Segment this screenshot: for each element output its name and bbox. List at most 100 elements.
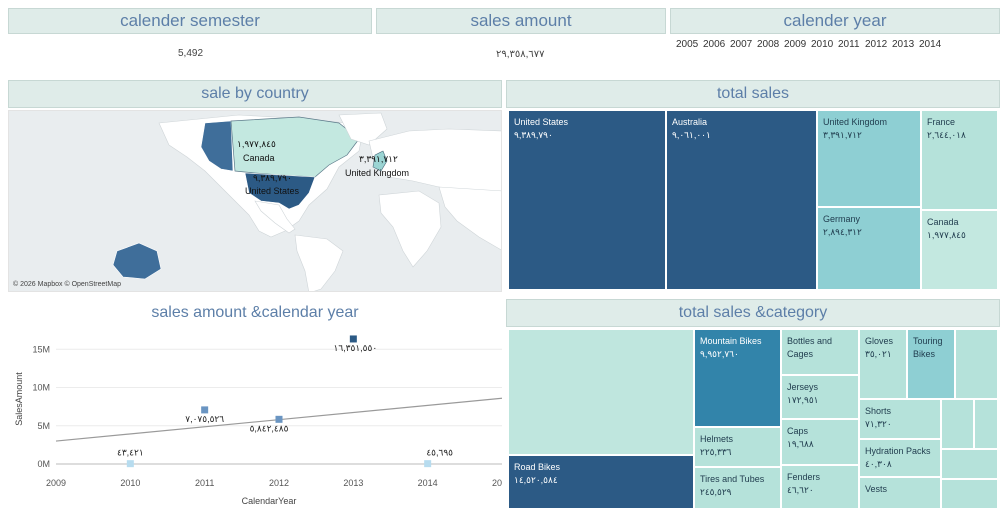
semester-header: calender semester [8,8,372,34]
year-option[interactable]: 2005 [676,39,699,50]
cell-label: Jerseys [787,382,819,392]
canada-map-name: Canada [243,153,275,163]
world-map-shapes [9,111,501,291]
year-option[interactable]: 2014 [919,39,942,50]
cell-value: ٩,٩٥٢,٧٦٠ [700,349,739,359]
year-option[interactable]: 2009 [784,39,807,50]
cell-value: ٢٤٥,٥٢٩ [700,487,732,497]
cell-value: ٣,٣٩١,٧١٢ [823,130,862,140]
usa-shape [244,172,316,210]
treemap-cell-vests[interactable]: Vests [859,477,941,509]
year-option[interactable]: 2010 [811,39,834,50]
cell-label: Road Bikes [514,462,561,472]
treemap-cell-united-states[interactable]: United States ٩,٣٨٩,٧٩٠ [508,110,666,290]
cell-value: ١٩,٦٨٨ [787,439,814,449]
treemap-cell-bottles-and-cages[interactable]: Bottles and Cages [781,329,859,375]
year-option[interactable]: 2011 [838,39,860,50]
cell-value: ٢٢٥,٣٣٦ [700,447,732,457]
treemap-cell-filler [941,449,998,479]
total-sales-header: total sales [506,80,1000,108]
treemap-cell-filler [941,399,974,449]
treemap-cell-filler [941,479,998,509]
year-option[interactable]: 2013 [892,39,915,50]
data-point [201,406,209,414]
cell-label: Helmets [700,434,734,444]
x-tick-label: 2010 [120,478,140,488]
cell-value: ٤٠,٣٠٨ [865,459,892,469]
y-tick-label: 0M [37,459,50,469]
cell-value: ١٤,٥٢٠,٥٨٤ [514,475,558,485]
y-tick-label: 15M [32,344,50,354]
semester-value: 5,492 [178,48,204,59]
data-label: ٥,٨٤٢,٤٨٥ [250,423,289,433]
cell-label: Bottles and Cages [787,336,833,359]
y-axis-title: SalesAmount [14,372,24,426]
treemap-cell-germany[interactable]: Germany ٢,٨٩٤,٣١٢ [817,207,921,290]
data-point [275,415,283,423]
year-option[interactable]: 2012 [865,39,888,50]
year-header: calender year [670,8,1000,34]
cell-label: Touring Bikes [913,336,943,359]
treemap-cell-hydration-packs[interactable]: Hydration Packs ٤٠,٣٠٨ [859,439,941,477]
sales-by-year-chart: 0M 5M 10M 15M 2009 2010 2011 2012 2013 2014 2015 Ca… [8,328,512,510]
canada-map-value: ١,٩٧٧,٨٤٥ [237,139,276,149]
x-tick-label: 2012 [269,478,289,488]
sales-amount-header: sales amount [376,8,666,34]
total-sales-treemap: United States ٩,٣٨٩,٧٩٠ Australia ٩,٠٦١,… [508,110,998,290]
treemap-cell-gloves[interactable]: Gloves ٣٥,٠٢١ [859,329,907,399]
data-label: ٧,٠٧٥,٥٢٦ [185,414,224,424]
cell-label: Shorts [865,406,892,416]
treemap-cell-australia[interactable]: Australia ٩,٠٦١,٠٠١ [666,110,817,290]
x-tick-label: 2014 [418,478,438,488]
cell-label: Canada [927,217,959,227]
year-option[interactable]: 2007 [730,39,753,50]
treemap-cell-united-kingdom[interactable]: United Kingdom ٣,٣٩١,٧١٢ [817,110,921,207]
cell-label: Tires and Tubes [700,474,765,484]
treemap-cell-touring-bikes[interactable]: Touring Bikes [907,329,955,399]
data-point [126,460,134,468]
treemap-cell-france[interactable]: France ٢,٦٤٤,٠١٨ [921,110,998,210]
cell-label: Caps [787,426,809,436]
treemap-cell-helmets[interactable]: Helmets ٢٢٥,٣٣٦ [694,427,781,467]
x-axis-title: CalendarYear [242,496,297,506]
cell-value: ١,٩٧٧,٨٤٥ [927,230,966,240]
cell-value: ٩,٠٦١,٠٠١ [672,130,711,140]
year-option[interactable]: 2008 [757,39,780,50]
cell-label: United States [514,117,569,127]
chart-header: sales amount &calendar year [8,299,502,327]
country-map[interactable]: ١,٩٧٧,٨٤٥ Canada ٩,٣٨٩,٧٩٠ United States… [8,110,502,292]
australia-shape [112,242,162,280]
cell-label: Germany [823,214,861,224]
uk-map-name: United Kingdom [345,168,410,178]
cell-label: Mountain Bikes [700,336,762,346]
cell-label: United Kingdom [823,117,888,127]
year-option[interactable]: 2006 [703,39,726,50]
treemap-cell-filler [955,329,998,399]
treemap-cell-fenders[interactable]: Fenders ٤٦,٦٢٠ [781,465,859,509]
uk-shape [372,150,388,172]
cell-value: ٣٥,٠٢١ [865,349,892,359]
cell-label: Gloves [865,336,894,346]
cell-label: Fenders [787,472,821,482]
map-attribution: © 2026 Mapbox © OpenStreetMap [13,281,121,288]
treemap-cell-tires-and-tubes[interactable]: Tires and Tubes ٢٤٥,٥٢٩ [694,467,781,509]
cell-value: ١٧٢,٩٥١ [787,395,819,405]
treemap-cell-caps[interactable]: Caps ١٩,٦٨٨ [781,419,859,465]
category-treemap: Road Bikes ١٤,٥٢٠,٥٨٤ Mountain Bikes ٩,٩… [508,329,998,509]
treemap-cell-jerseys[interactable]: Jerseys ١٧٢,٩٥١ [781,375,859,419]
year-filter: 2005 2006 2007 2008 2009 2010 2011 2012 … [676,39,943,50]
category-header: total sales &category [506,299,1000,327]
treemap-cell-canada[interactable]: Canada ١,٩٧٧,٨٤٥ [921,210,998,290]
cell-label: Australia [672,117,708,127]
cell-label: Vests [865,484,888,494]
treemap-cell-road-bikes[interactable]: Road Bikes ١٤,٥٢٠,٥٨٤ [508,455,694,509]
canada-shape [230,116,360,178]
treemap-cell-filler [974,399,998,449]
treemap-cell-shorts[interactable]: Shorts ٧١,٣٢٠ [859,399,941,439]
cell-value: ٧١,٣٢٠ [865,419,892,429]
cell-label: Hydration Packs [865,446,931,456]
cell-value: ٢,٦٤٤,٠١٨ [927,130,966,140]
treemap-cell-mountain-bikes[interactable]: Mountain Bikes ٩,٩٥٢,٧٦٠ [694,329,781,427]
data-point [424,460,432,468]
data-point [349,335,357,343]
